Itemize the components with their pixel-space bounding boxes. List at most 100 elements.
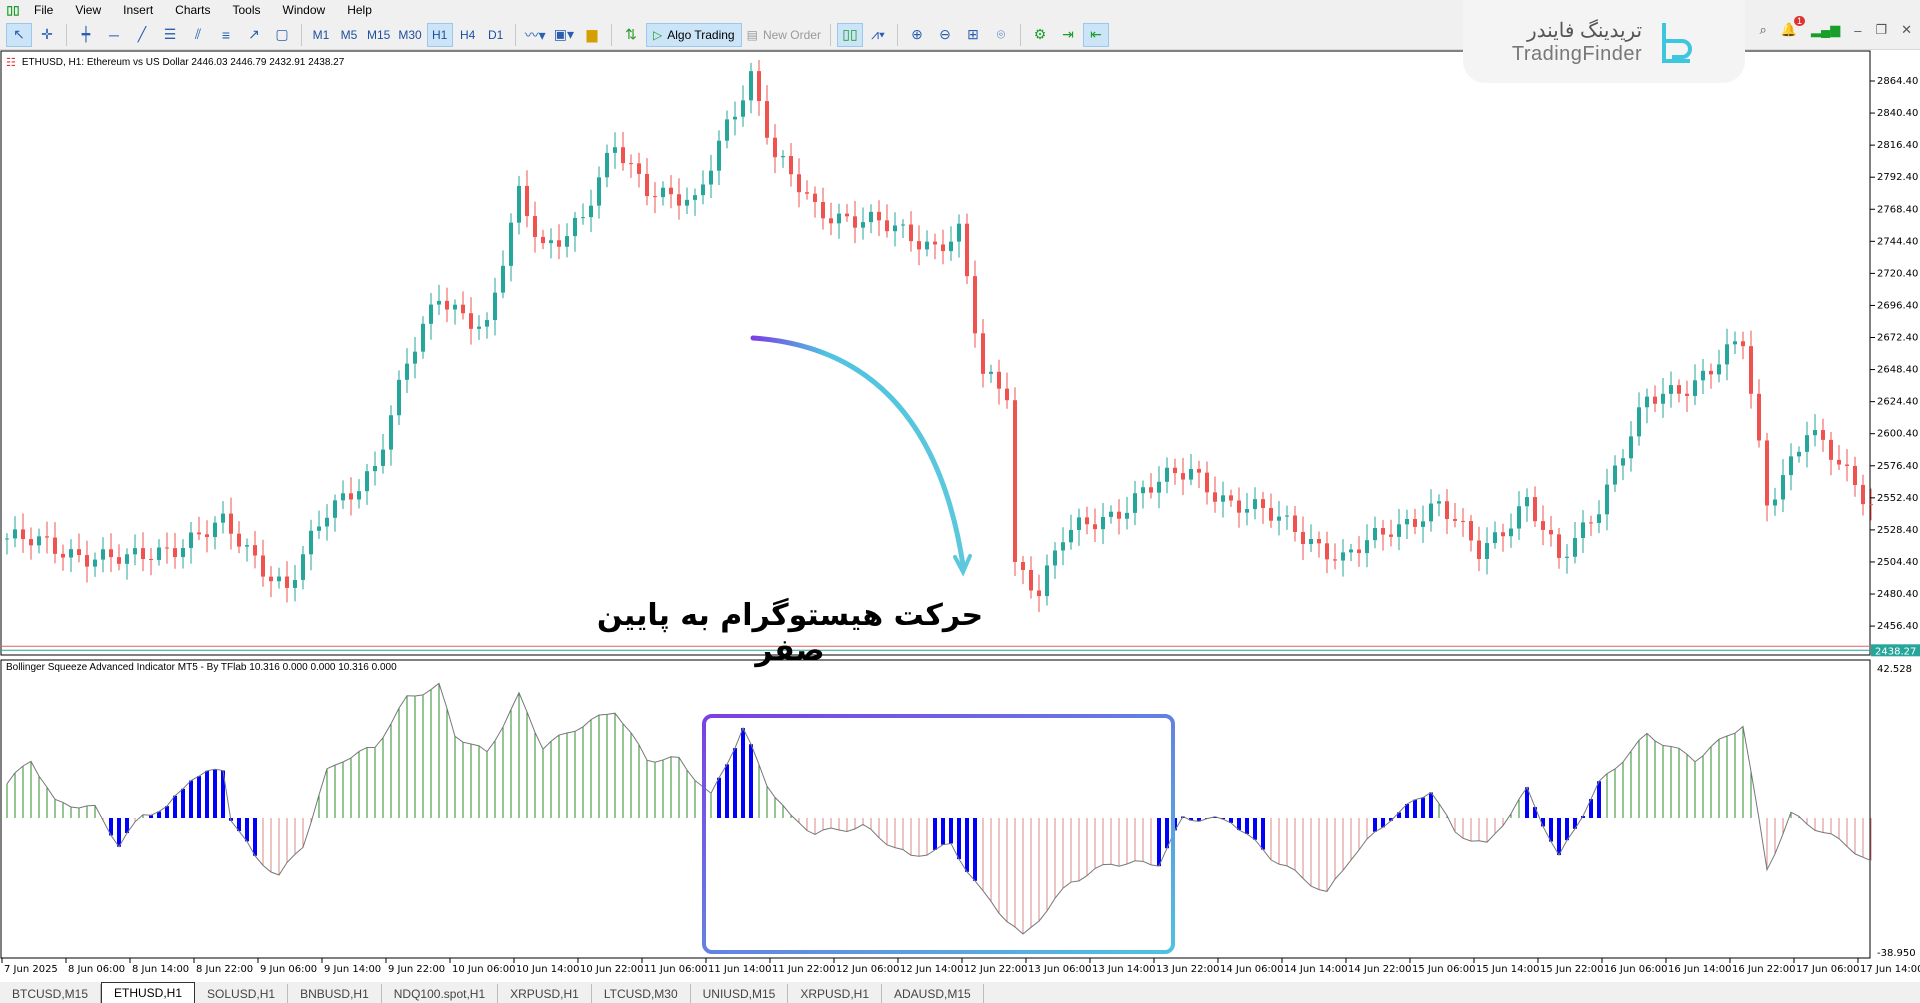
tab-xrpusd-h1[interactable]: XRPUSD,H1 — [788, 984, 882, 1003]
trade-arrows-icon[interactable]: ⇅ — [625, 26, 637, 42]
trendline-icon[interactable]: ╱ — [137, 26, 147, 42]
indicators-icon[interactable]: 〰▾ — [524, 26, 546, 43]
minimize-icon[interactable]: – — [1854, 22, 1862, 38]
candle-body — [741, 100, 745, 117]
fibonacci-icon[interactable]: ☰ — [163, 26, 177, 42]
tab-bnbusd-h1[interactable]: BNBUSD,H1 — [288, 984, 382, 1003]
current-price-label: 2438.27 — [1875, 646, 1916, 657]
arrow-line-icon[interactable]: ↗ — [248, 26, 260, 42]
channel-icon[interactable]: ⫽ — [194, 26, 202, 42]
profiles-icon[interactable]: ▆ — [586, 26, 598, 42]
menu-charts[interactable]: Charts — [175, 3, 211, 17]
template-icon[interactable]: ▣▾ — [553, 26, 574, 42]
screenshot-icon[interactable]: ⌾ — [996, 26, 1006, 42]
timeframe-m1[interactable]: M1 — [312, 27, 330, 42]
timeframe-m5[interactable]: M5 — [340, 27, 358, 42]
candle-body — [893, 225, 897, 232]
tab-uniusd-m15[interactable]: UNIUSD,M15 — [691, 984, 789, 1003]
candle-body — [653, 196, 657, 198]
tab-adausd-m15[interactable]: ADAUSD,M15 — [882, 984, 984, 1003]
time-tick-label: 12 Jun 14:00 — [900, 964, 964, 975]
candle-body — [437, 300, 441, 305]
rectangle-icon[interactable]: ▢ — [275, 26, 289, 42]
timeframe-m30[interactable]: M30 — [398, 27, 422, 42]
time-tick-label: 12 Jun 06:00 — [836, 964, 900, 975]
new-order-button[interactable]: ▤ New Order — [744, 23, 824, 47]
crosshair-icon[interactable]: ✛ — [41, 26, 53, 42]
price-tick-label: 2528.40 — [1877, 525, 1918, 536]
candle-body — [1645, 396, 1649, 408]
candle-body — [581, 217, 585, 219]
timeframe-m15[interactable]: M15 — [367, 27, 391, 42]
search-icon[interactable]: ⌕ — [1759, 22, 1767, 37]
candle-body — [901, 224, 905, 226]
timeframe-h1[interactable]: H1 — [426, 22, 453, 47]
indicator-max-label: 42.528 — [1877, 664, 1912, 675]
tab-ltcusd-m30[interactable]: LTCUSD,M30 — [592, 984, 691, 1003]
candle-body — [1093, 524, 1097, 530]
chart-window[interactable]: ☷ ETHUSD, H1: Ethereum vs US Dollar 2446.… — [0, 50, 1920, 975]
menu-file[interactable]: File — [34, 3, 54, 17]
notification-badge: 1 — [1793, 16, 1805, 26]
candle-body — [389, 415, 393, 450]
candle-body — [1213, 492, 1217, 502]
menu-view[interactable]: View — [75, 3, 102, 17]
restore-icon[interactable]: ❐ — [1875, 22, 1888, 37]
candle-body — [861, 222, 865, 228]
candle-body — [109, 549, 113, 558]
tab-solusd-h1[interactable]: SOLUSD,H1 — [195, 984, 289, 1003]
candle-body — [1845, 464, 1849, 466]
signal-icon: ▂▄▆ — [1810, 22, 1841, 37]
candle-body — [717, 140, 721, 171]
candle-body — [1765, 440, 1769, 506]
zoom-out-icon[interactable]: ⊖ — [939, 26, 951, 42]
candlestick-icon[interactable]: ▯▯ — [836, 22, 863, 47]
menu-window[interactable]: Window — [282, 3, 326, 17]
close-icon[interactable]: ✕ — [1901, 22, 1912, 37]
autoscroll-icon[interactable]: ⇥ — [1062, 26, 1074, 42]
vertical-line-icon[interactable]: ┿ — [81, 26, 91, 42]
histogram — [6, 682, 1872, 935]
indicator-pane-border — [0, 659, 1871, 959]
candle-body — [1685, 393, 1689, 396]
candle-body — [1597, 514, 1601, 523]
candle-body — [845, 213, 849, 217]
chart-canvas[interactable]: 2864.40 2840.40 2816.40 2792.40 2768.40 2744.… — [0, 50, 1920, 982]
horizontal-line-icon[interactable]: ─ — [109, 26, 119, 43]
candle-body — [1101, 516, 1105, 530]
candle-body — [157, 547, 161, 560]
lines-icon[interactable]: ≡ — [221, 26, 231, 43]
chart-title: ☷ ETHUSD, H1: Ethereum vs US Dollar 2446.… — [6, 56, 344, 69]
tab-xrpusd-h1[interactable]: XRPUSD,H1 — [498, 984, 592, 1003]
candle-body — [1293, 515, 1297, 533]
algo-trading-button[interactable]: ▷ Algo Trading — [645, 22, 742, 47]
logo-text-fa: تریدینگ فایندر — [1526, 19, 1643, 42]
candle-body — [1285, 515, 1289, 517]
settings-icon[interactable]: ⚙ — [1033, 26, 1047, 42]
candle-body — [1789, 456, 1793, 476]
zoom-in-icon[interactable]: ⊕ — [911, 26, 923, 42]
chart-shift-icon[interactable]: ⇤ — [1082, 22, 1109, 47]
candle-body — [1157, 481, 1161, 493]
notifications-icon[interactable]: 🔔 1 — [1781, 16, 1805, 38]
candle-body — [1741, 341, 1745, 347]
timeframe-h4[interactable]: H4 — [460, 27, 476, 42]
tab-ndq100-spot-h1[interactable]: NDQ100.spot,H1 — [382, 984, 499, 1003]
candle-body — [1165, 467, 1169, 482]
timeframe-d1[interactable]: D1 — [488, 27, 504, 42]
tab-ethusd-h1[interactable]: ETHUSD,H1 — [101, 982, 196, 1003]
menu-help[interactable]: Help — [347, 3, 372, 17]
candle-body — [1637, 407, 1641, 437]
candle-body — [525, 185, 529, 217]
candle-body — [1221, 495, 1225, 502]
candle-body — [1037, 590, 1041, 597]
candle-body — [1389, 534, 1393, 537]
cursor-icon[interactable]: ↖ — [6, 22, 32, 47]
grid-icon[interactable]: ⊞ — [967, 26, 979, 42]
tab-btcusd-m15[interactable]: BTCUSD,M15 — [0, 984, 102, 1003]
chart-type-icon[interactable]: ⩘▾ — [871, 26, 885, 42]
menu-tools[interactable]: Tools — [232, 3, 261, 17]
candle-body — [733, 116, 737, 120]
menu-insert[interactable]: Insert — [123, 3, 154, 17]
candle-body — [1509, 528, 1513, 537]
